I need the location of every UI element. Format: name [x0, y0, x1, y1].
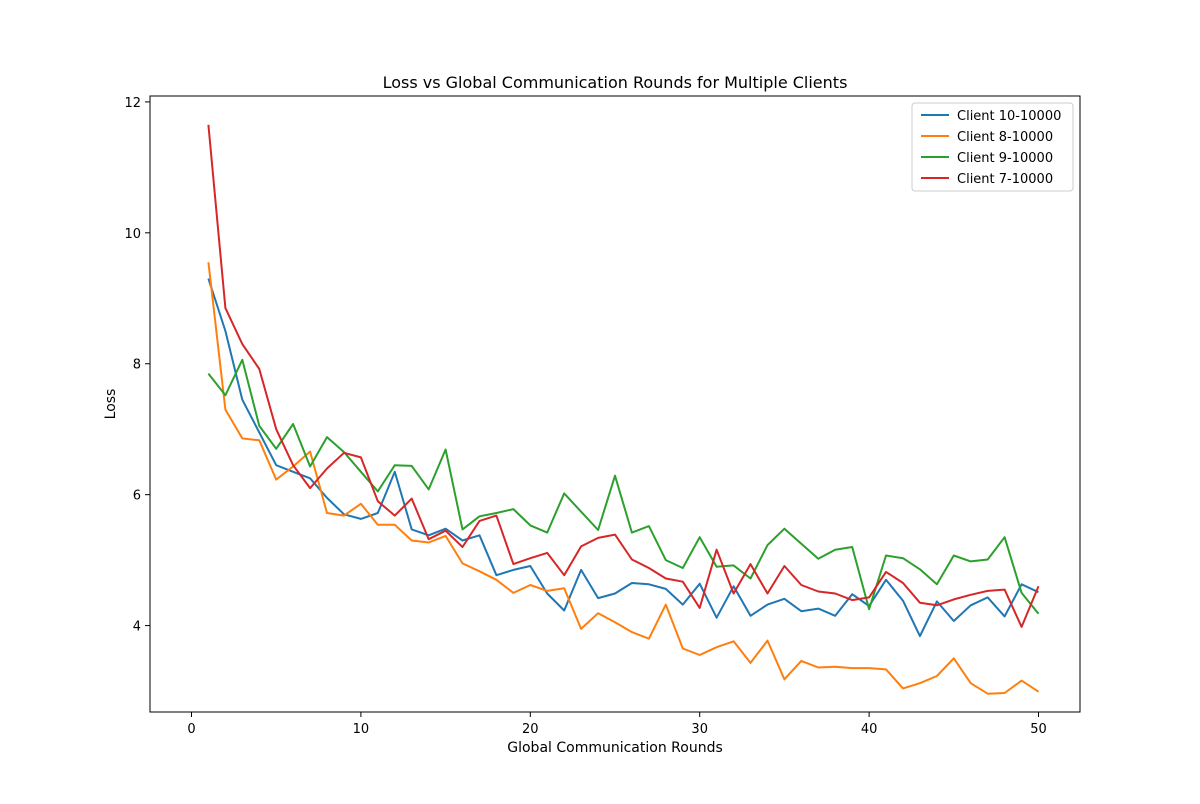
- series-line-1: [207, 278, 1039, 638]
- legend-label-2: Client 8-10000: [957, 130, 1053, 145]
- y-axis: 4 6 8 10 12: [124, 96, 150, 635]
- series-line-4: [207, 124, 1040, 628]
- series-line-3: [207, 358, 1040, 615]
- x-tick-label: 10: [353, 722, 370, 737]
- chart-title: Loss vs Global Communication Rounds for …: [383, 73, 848, 92]
- legend-label-4: Client 7-10000: [957, 172, 1053, 187]
- legend-label-3: Client 9-10000: [957, 151, 1053, 166]
- x-tick-label: 30: [691, 722, 708, 737]
- legend: Client 10-10000 Client 8-10000 Client 9-10…: [911, 102, 1074, 192]
- legend-label-1: Client 10-10000: [957, 109, 1061, 124]
- legend-box: [911, 102, 1074, 192]
- y-axis-label: Loss: [103, 389, 119, 420]
- y-tick-label: 4: [133, 620, 141, 635]
- plot-frame: [149, 95, 1081, 713]
- x-tick-label: 0: [187, 722, 195, 737]
- y-tick-label: 6: [133, 489, 141, 504]
- x-axis: 0 10 20 30 40 50: [187, 712, 1047, 737]
- series-line-2: [207, 262, 1040, 695]
- x-tick-label: 40: [861, 722, 878, 737]
- x-axis-label: Global Communication Rounds: [507, 740, 723, 756]
- x-tick-label: 20: [522, 722, 539, 737]
- series-layer: [207, 124, 1040, 695]
- y-tick-label: 10: [124, 227, 141, 242]
- y-tick-label: 12: [124, 96, 141, 111]
- y-tick-label: 8: [133, 358, 141, 373]
- x-tick-label: 50: [1030, 722, 1047, 737]
